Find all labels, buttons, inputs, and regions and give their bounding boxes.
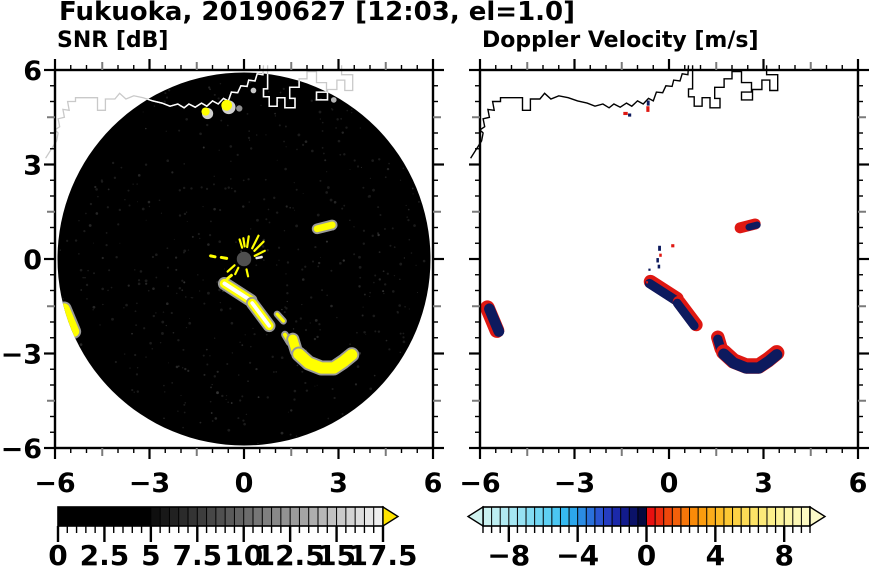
snr-xtick-label: 3 (329, 468, 348, 499)
snr-clutter-dot (236, 105, 243, 112)
snr-ytick-label: 0 (23, 245, 42, 276)
snr-clutter-dot (221, 99, 233, 111)
snr-echo-mid-blob (313, 221, 336, 233)
velocity-panel (470, 65, 785, 374)
radar-site-dot (236, 251, 252, 267)
vel-colorbar-label: 4 (706, 539, 725, 570)
snr-clutter-dot (250, 87, 257, 94)
snr-colorbar-label: 15 (317, 539, 356, 570)
snr-xtick-label: 6 (424, 468, 443, 499)
vel-center-speck (658, 245, 661, 251)
vel-colorbar-label: −4 (556, 539, 599, 570)
vel-colorbar-under-arrow (466, 505, 484, 528)
vel-colorbar-label: 8 (774, 539, 793, 570)
snr-echo-arc-dash-1 (275, 312, 285, 323)
snr-ytick-label: −6 (1, 434, 42, 465)
coastline (470, 65, 690, 159)
vel-echo-navy-west-edge-band (484, 303, 505, 337)
vel-center-speck (648, 268, 651, 271)
vel-colorbar-label: −8 (487, 539, 530, 570)
velocity-echoes (480, 100, 785, 374)
snr-colorbar-label: 0 (48, 539, 67, 570)
vel-coast-mark (646, 106, 650, 112)
snr-panel-title: SNR [dB] (57, 28, 169, 53)
snr-xtick-label: 0 (235, 468, 254, 499)
snr-clutter-dot (201, 107, 210, 116)
snr-colorbar-label: 7.5 (172, 539, 222, 570)
snr-panel (45, 65, 431, 446)
vel-echo-navy-arc-seg-1 (644, 278, 681, 306)
radar-center (209, 234, 266, 281)
vel-center-speck (645, 281, 649, 284)
vel-center-speck (671, 244, 675, 248)
vel-xtick-label: 0 (660, 468, 679, 499)
vel-colorbar: −8 −4 0 4 8 (466, 505, 827, 570)
vel-colorbar-label: 0 (637, 539, 656, 570)
vel-echo-navy-arc-seg-2 (672, 298, 699, 331)
snr-axes: −6 −3 0 3 6 −6 −3 0 3 6 (1, 56, 444, 499)
velocity-panel-title: Doppler Velocity [m/s] (482, 28, 759, 53)
figure-title: Fukuoka, 20190627 [12:03, el=1.0] (59, 0, 576, 27)
vel-echo-navy-arc-bottom (718, 348, 783, 374)
snr-echoes (57, 87, 360, 376)
snr-colorbar-over-arrow (382, 505, 400, 528)
vel-xtick-label: −6 (459, 468, 500, 499)
snr-colorbar-label: 12.5 (256, 539, 325, 570)
vel-coast-mark (646, 100, 650, 106)
vel-center-speck (657, 264, 661, 269)
snr-colorbar-label: 5 (141, 539, 160, 570)
vel-xtick-label: 3 (754, 468, 773, 499)
snr-colorbar-label: 10 (224, 539, 263, 570)
vel-plot-frame (478, 68, 860, 450)
vel-echo-navy-mid-blob (745, 221, 761, 231)
vel-coast-mark (623, 111, 628, 116)
snr-echo-west-edge-band (59, 303, 80, 337)
vel-axes: −6 −3 0 3 6 (459, 59, 869, 499)
coastline (687, 65, 779, 109)
vel-colorbar-over-arrow (809, 505, 827, 528)
snr-ytick-label: −3 (1, 340, 42, 371)
snr-echo-core-arc-seg-1 (222, 281, 253, 303)
snr-xtick-label: −3 (129, 468, 170, 499)
snr-ytick-label: 6 (23, 56, 42, 87)
snr-ytick-label: 3 (23, 151, 42, 182)
snr-colorbar-label: 2.5 (80, 539, 130, 570)
snr-clutter-dot (330, 97, 337, 103)
snr-echo-core-arc-seg-2 (250, 301, 272, 328)
snr-xtick-label: −6 (34, 468, 75, 499)
vel-xtick-label: −3 (554, 468, 595, 499)
vel-xtick-label: 6 (849, 468, 868, 499)
vel-center-speck (659, 253, 662, 257)
vel-center-speck (656, 258, 659, 263)
snr-colorbar-label: 17.5 (348, 539, 417, 570)
vel-coast-mark (628, 113, 632, 117)
snr-echo-arc-bottom (293, 348, 358, 374)
